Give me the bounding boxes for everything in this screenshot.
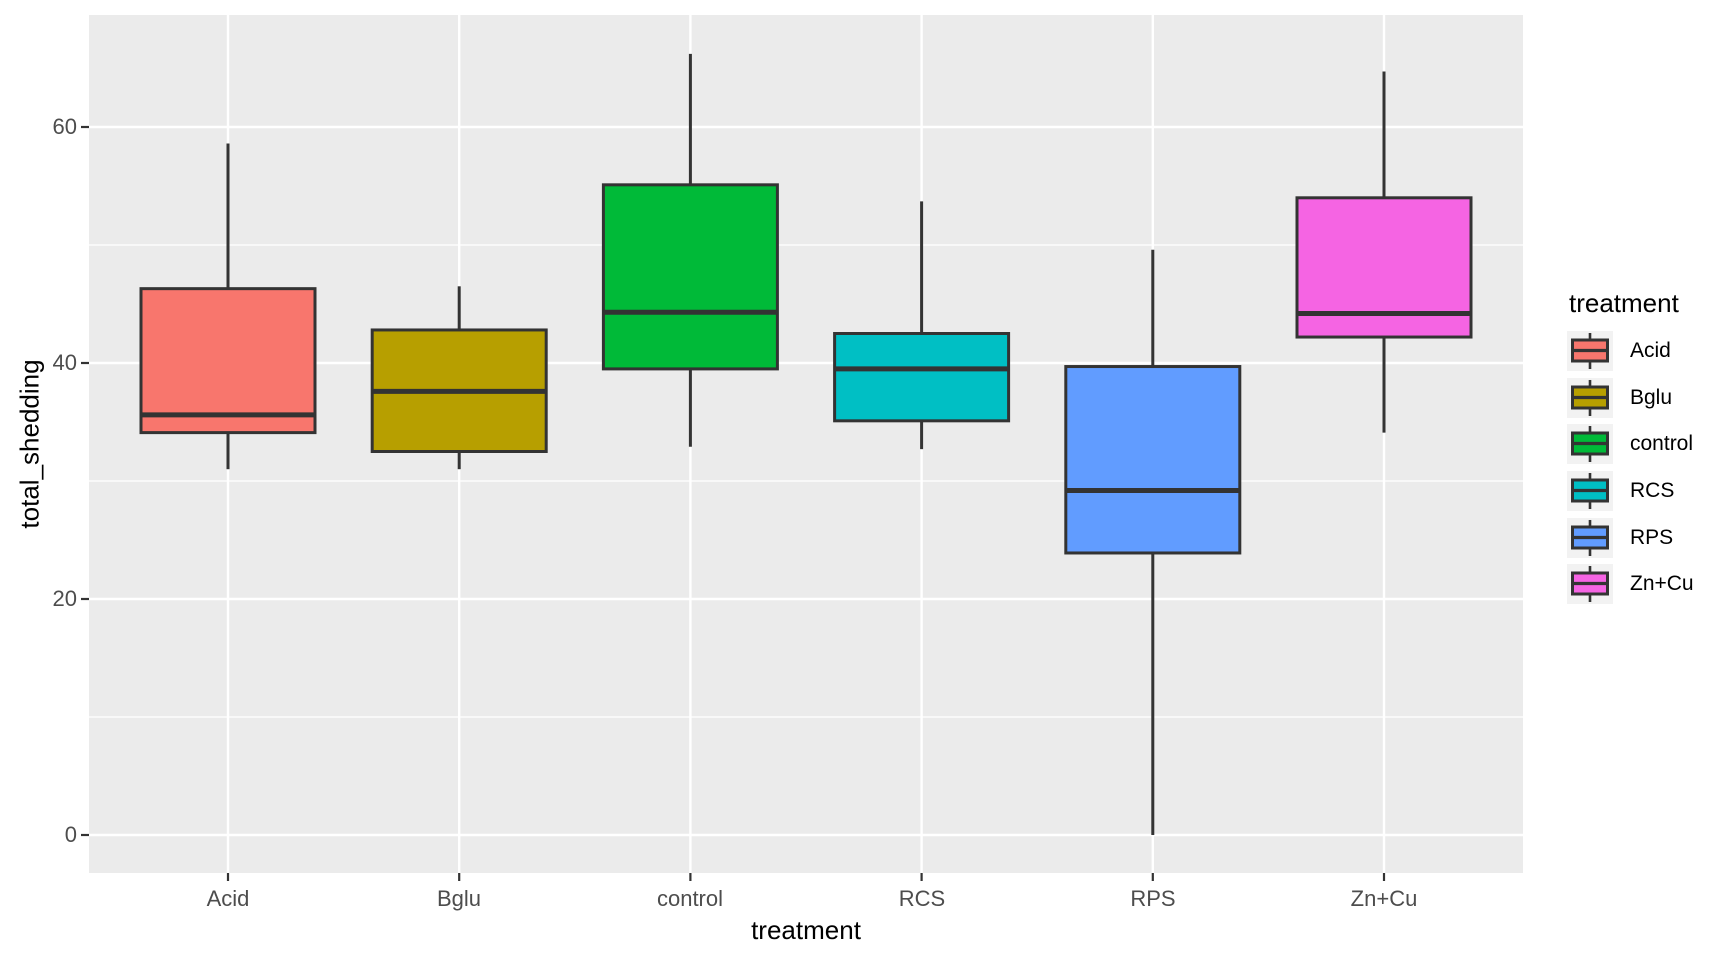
- legend-item-control: control: [1567, 421, 1694, 468]
- y-tick-label: 0: [64, 822, 77, 847]
- x-tick-label-acid: Acid: [206, 886, 250, 911]
- x-tick-label-zncu: Zn+Cu: [1350, 886, 1418, 911]
- legend-item-label: Bglu: [1630, 385, 1673, 409]
- legend-item-label: Zn+Cu: [1630, 572, 1694, 596]
- y-axis-title: total_shedding: [14, 359, 45, 529]
- x-tick-label-rcs: RCS: [898, 886, 946, 911]
- iqr-box: [601, 183, 779, 371]
- legend-item-rcs: RCS: [1567, 468, 1694, 515]
- panel-background: [89, 15, 1523, 873]
- boxplot-RPS: [1064, 249, 1242, 835]
- legend: treatment Acid Bglu control RCS RPS: [1567, 289, 1694, 608]
- legend-item-rps: RPS: [1567, 514, 1694, 561]
- iqr-box: [139, 287, 317, 435]
- legend-key-boxplot-icon: [1567, 424, 1613, 465]
- legend-items: Acid Bglu control RCS RPS Zn+Cu: [1567, 328, 1694, 608]
- boxplot-Zn+Cu: [1295, 71, 1473, 433]
- x-tick-label-rps: RPS: [1130, 886, 1176, 911]
- legend-item-zncu: Zn+Cu: [1567, 561, 1694, 608]
- legend-title: treatment: [1569, 288, 1679, 318]
- boxplot-Bglu: [370, 286, 548, 470]
- boxplot-control: [601, 53, 779, 447]
- boxplot-RCS: [833, 201, 1011, 450]
- legend-key-boxplot-icon: [1567, 377, 1613, 418]
- y-tick-label: 20: [52, 586, 77, 611]
- legend-item-label: Acid: [1630, 339, 1671, 363]
- y-tick-label: 40: [52, 350, 77, 375]
- legend-item-label: RPS: [1630, 525, 1674, 549]
- x-axis-title: treatment: [751, 915, 861, 945]
- legend-key-boxplot-icon: [1567, 331, 1613, 372]
- x-tick-label-bglu: Bglu: [436, 886, 482, 911]
- iqr-box: [1064, 365, 1242, 555]
- boxplot-Acid: [139, 143, 317, 470]
- iqr-box: [833, 332, 1011, 423]
- legend-item-label: RCS: [1630, 479, 1675, 503]
- iqr-box: [1295, 196, 1473, 339]
- legend-item-bglu: Bglu: [1567, 375, 1694, 422]
- legend-key-boxplot-icon: [1567, 517, 1613, 558]
- y-tick-label: 60: [52, 114, 77, 139]
- x-tick-label-control: control: [656, 886, 724, 911]
- legend-item-label: control: [1630, 432, 1694, 456]
- legend-key-boxplot-icon: [1567, 564, 1613, 605]
- legend-key-boxplot-icon: [1567, 471, 1613, 512]
- legend-item-acid: Acid: [1567, 328, 1694, 375]
